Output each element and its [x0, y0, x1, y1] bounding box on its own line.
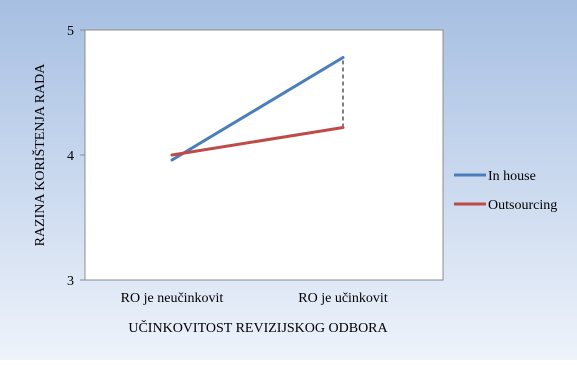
axis-layer: 3 4 5 RO je neučinkovit RO je učinkovit	[67, 24, 388, 306]
series-line-outsourcing	[170, 126, 345, 157]
series-line-in-house	[170, 56, 345, 162]
y-tick-label: 5	[67, 24, 74, 39]
legend-label-outsourcing: Outsourcing	[488, 198, 557, 213]
legend-label-in-house: In house	[488, 169, 536, 184]
y-tick-label: 3	[67, 274, 74, 289]
y-tick-label: 4	[67, 149, 74, 164]
plot-area	[84, 29, 444, 281]
x-tick-label: RO je učinkovit	[298, 291, 388, 306]
x-axis-title: UČINKOVITOST REVIZIJSKOG ODBORA	[128, 319, 388, 336]
x-tick-label: RO je neučinkovit	[121, 291, 224, 306]
series-layer	[170, 56, 345, 162]
legend: In house Outsourcing	[454, 169, 557, 213]
y-axis-title: RAZINA KORIŠTENJA RADA	[31, 63, 48, 247]
